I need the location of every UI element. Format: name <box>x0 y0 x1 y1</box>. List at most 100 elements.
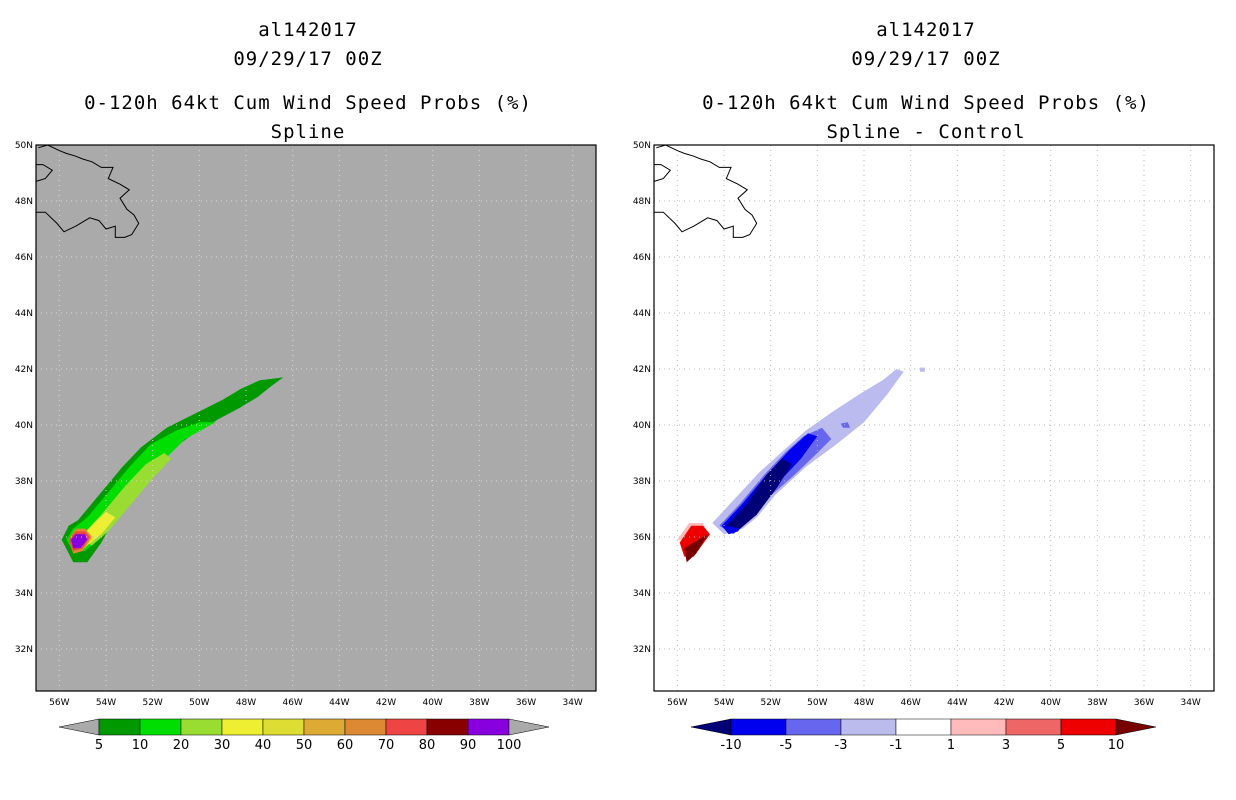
left-lon-label: 42W <box>376 698 396 708</box>
right-map-background <box>654 145 1214 691</box>
right-colorbar-under-arrow <box>690 718 732 736</box>
right-colorbar-segment <box>785 718 842 736</box>
right-colorbar-segment <box>950 718 1007 736</box>
left-colorbar-under-arrow <box>58 718 100 736</box>
left-colorbar-segment <box>139 718 182 736</box>
left-product-title: 0-120h 64kt Cum Wind Speed Probs (%) <box>84 92 532 114</box>
left-colorbar-label: 50 <box>296 738 313 753</box>
right-lon-label: 46W <box>900 698 920 708</box>
right-map-panel: 32N 34N 36N 38N 40N 42N 44N 46N 48N 50N 56W 54W 52W 5… <box>633 141 1215 708</box>
right-lon-label: 38W <box>1087 698 1107 708</box>
right-product-title: 0-120h 64kt Cum Wind Speed Probs (%) <box>702 92 1150 114</box>
right-colorbar-segment <box>1060 718 1117 736</box>
right-contour--1-1 <box>920 367 925 372</box>
left-coastline <box>35 164 54 182</box>
right-lon-label: 56W <box>667 698 687 708</box>
left-lon-label: 38W <box>469 698 489 708</box>
left-lon-label: 48W <box>236 698 256 708</box>
left-subtitle: Spline <box>270 121 346 143</box>
left-colorbar-label: 100 <box>497 738 522 753</box>
left-colorbar-segment <box>344 718 387 736</box>
left-lat-label: 36N <box>15 533 33 543</box>
left-colorbar-label: 40 <box>255 738 272 753</box>
right-lon-label: 36W <box>1134 698 1154 708</box>
right-lon-label: 54W <box>714 698 734 708</box>
right-lon-label: 44W <box>947 698 967 708</box>
left-lat-label: 48N <box>15 197 33 207</box>
right-colorbar-label: 10 <box>1108 738 1125 753</box>
right-colorbar-segment <box>840 718 897 736</box>
left-colorbar-segment <box>98 718 141 736</box>
left-contour-90-7 <box>71 534 88 549</box>
left-lat-label: 50N <box>15 141 33 151</box>
right-colorbar-label: 1 <box>947 738 955 753</box>
right-colorbar-segment <box>1005 718 1062 736</box>
right-colorbar-label: -1 <box>890 738 903 753</box>
left-colorbar-segment <box>385 718 428 736</box>
right-colorbar-label: -5 <box>780 738 793 753</box>
right-lat-label: 40N <box>633 421 651 431</box>
left-map-panel: 32N 34N 36N 38N 40N 42N 44N 46N 48N 50N 56W 54W 52W 5… <box>15 141 597 708</box>
right-lon-label: 48W <box>854 698 874 708</box>
right-lat-label: 38N <box>633 477 651 487</box>
right-coastline <box>654 144 758 238</box>
right-datetime: 09/29/17 00Z <box>851 48 1001 70</box>
right-colorbar-over-arrow <box>1115 718 1157 736</box>
left-datetime: 09/29/17 00Z <box>233 48 383 70</box>
right-colorbar-segment <box>730 718 787 736</box>
left-lon-label: 34W <box>562 698 582 708</box>
left-colorbar-label: 80 <box>419 738 436 753</box>
left-lat-label: 32N <box>15 645 33 655</box>
right-lon-label: 34W <box>1180 698 1200 708</box>
left-lat-label: 46N <box>15 253 33 263</box>
right-contour--10-5 <box>726 458 792 529</box>
right-contour-10-8 <box>684 534 708 563</box>
right-colorbar-label: -10 <box>720 738 741 753</box>
left-lon-label: 46W <box>282 698 302 708</box>
left-storm-id: al142017 <box>258 19 358 41</box>
right-lon-label: 40W <box>1040 698 1060 708</box>
right-lat-label: 36N <box>633 533 651 543</box>
left-lat-label: 38N <box>15 477 33 487</box>
left-colorbar: 5 10 20 30 40 50 60 70 80 90 100 <box>58 718 550 753</box>
right-map-frame <box>653 144 1215 692</box>
right-colorbar: -10 -5 -3 -1 1 3 5 10 <box>690 718 1157 753</box>
left-colorbar-label: 20 <box>173 738 190 753</box>
left-panel-title: al142017 09/29/17 00Z 0-120h 64kt Cum Wi… <box>18 16 598 147</box>
right-subtitle: Spline - Control <box>826 121 1026 143</box>
right-lat-label: 50N <box>633 141 651 151</box>
right-storm-id: al142017 <box>876 19 976 41</box>
right-lon-label: 50W <box>807 698 827 708</box>
left-lat-label: 40N <box>15 421 33 431</box>
right-lat-label: 44N <box>633 309 651 319</box>
left-lon-label: 54W <box>96 698 116 708</box>
left-map-background <box>36 145 596 691</box>
right-colorbar-label: -3 <box>835 738 848 753</box>
left-lon-label: 36W <box>516 698 536 708</box>
right-lat-label: 46N <box>633 253 651 263</box>
left-lon-label: 56W <box>49 698 69 708</box>
left-colorbar-label: 60 <box>337 738 354 753</box>
left-colorbar-segment <box>467 718 510 736</box>
right-lat-label: 42N <box>633 365 651 375</box>
right-lat-label: 48N <box>633 197 651 207</box>
left-lon-label: 40W <box>422 698 442 708</box>
right-colorbar-segment <box>895 718 952 736</box>
left-lon-label: 44W <box>329 698 349 708</box>
right-panel-title: al142017 09/29/17 00Z 0-120h 64kt Cum Wi… <box>636 16 1216 147</box>
left-lon-label: 52W <box>142 698 162 708</box>
left-colorbar-over-arrow <box>508 718 550 736</box>
right-colorbar-label: 5 <box>1057 738 1065 753</box>
right-contour--3-3 <box>840 422 850 428</box>
left-colorbar-segment <box>221 718 264 736</box>
right-lat-label: 34N <box>633 589 651 599</box>
right-lon-label: 42W <box>994 698 1014 708</box>
left-colorbar-segment <box>426 718 469 736</box>
left-colorbar-label: 70 <box>378 738 395 753</box>
left-lon-label: 50W <box>189 698 209 708</box>
left-colorbar-label: 10 <box>132 738 149 753</box>
left-coastline <box>36 144 140 238</box>
right-coastline <box>653 164 672 182</box>
left-colorbar-label: 90 <box>460 738 477 753</box>
